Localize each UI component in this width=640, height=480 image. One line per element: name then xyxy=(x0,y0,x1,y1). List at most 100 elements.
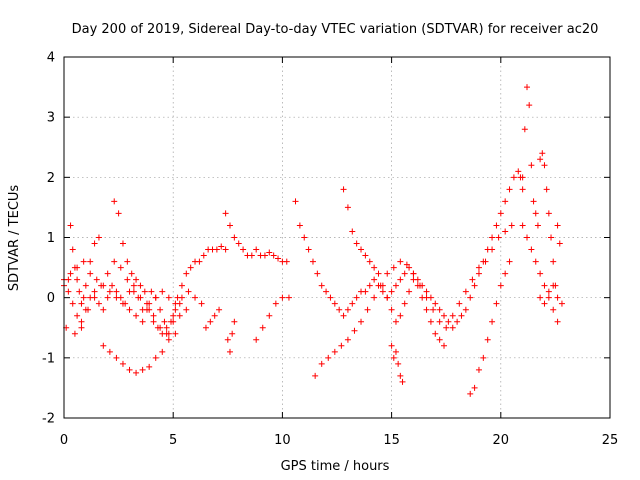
data-point xyxy=(95,300,102,307)
data-point xyxy=(419,294,426,301)
data-point xyxy=(358,318,365,325)
data-point xyxy=(196,258,203,265)
data-point xyxy=(318,360,325,367)
data-point xyxy=(292,198,299,205)
data-point xyxy=(462,306,469,313)
data-point xyxy=(539,150,546,157)
data-point xyxy=(222,246,229,253)
data-point xyxy=(344,204,351,211)
data-point xyxy=(152,354,159,361)
data-point xyxy=(301,234,308,241)
data-point xyxy=(323,288,330,295)
data-point xyxy=(340,312,347,319)
x-tick-label: 15 xyxy=(383,433,400,448)
data-point xyxy=(331,300,338,307)
data-point xyxy=(449,324,456,331)
data-point xyxy=(379,288,386,295)
data-point xyxy=(362,288,369,295)
data-point xyxy=(78,324,85,331)
data-point xyxy=(314,270,321,277)
data-point xyxy=(119,360,126,367)
data-point xyxy=(550,258,557,265)
y-tick-label: 3 xyxy=(47,111,55,126)
data-point xyxy=(403,261,410,268)
data-point xyxy=(397,276,404,283)
data-point xyxy=(545,210,552,217)
data-point xyxy=(80,294,87,301)
data-point xyxy=(449,312,456,319)
y-axis-label: SDTVAR / TECUs xyxy=(7,185,22,292)
data-point xyxy=(349,228,356,235)
data-point xyxy=(432,300,439,307)
data-point xyxy=(441,342,448,349)
data-point xyxy=(91,240,98,247)
data-point xyxy=(392,318,399,325)
data-point xyxy=(168,318,175,325)
data-point xyxy=(556,240,563,247)
data-point xyxy=(183,270,190,277)
data-point xyxy=(554,318,561,325)
data-point xyxy=(183,306,190,313)
data-point xyxy=(406,264,413,271)
data-point xyxy=(159,288,166,295)
data-point xyxy=(130,288,137,295)
data-point xyxy=(517,174,524,181)
data-point xyxy=(364,306,371,313)
data-point xyxy=(558,300,565,307)
data-point xyxy=(248,252,255,259)
data-point xyxy=(331,348,338,355)
data-point xyxy=(475,366,482,373)
data-point xyxy=(176,300,183,307)
data-point xyxy=(163,324,170,331)
data-point xyxy=(469,276,476,283)
data-point xyxy=(172,330,179,337)
data-point xyxy=(259,324,266,331)
data-point xyxy=(95,234,102,241)
x-tick-label: 10 xyxy=(274,433,291,448)
data-point xyxy=(111,258,118,265)
data-point xyxy=(154,324,161,331)
data-point xyxy=(493,222,500,229)
data-point xyxy=(366,258,373,265)
data-point xyxy=(497,282,504,289)
data-point xyxy=(76,288,83,295)
data-point xyxy=(541,300,548,307)
data-point xyxy=(526,102,533,109)
data-point xyxy=(471,384,478,391)
data-point xyxy=(65,288,72,295)
data-point xyxy=(545,288,552,295)
y-tick-label: 0 xyxy=(47,291,55,306)
data-point xyxy=(305,246,312,253)
data-point xyxy=(312,372,319,379)
data-point xyxy=(170,312,177,319)
data-point xyxy=(366,282,373,289)
data-point xyxy=(296,222,303,229)
data-point xyxy=(200,252,207,259)
data-point xyxy=(143,306,150,313)
data-point xyxy=(113,288,120,295)
data-point xyxy=(430,306,437,313)
data-point xyxy=(150,318,157,325)
data-point xyxy=(82,282,89,289)
data-point xyxy=(445,318,452,325)
data-point xyxy=(226,222,233,229)
data-point xyxy=(344,306,351,313)
data-point xyxy=(124,258,131,265)
data-point xyxy=(508,222,515,229)
data-point xyxy=(384,270,391,277)
data-point xyxy=(550,282,557,289)
data-point xyxy=(541,162,548,169)
data-point xyxy=(541,282,548,289)
data-point xyxy=(392,282,399,289)
data-point xyxy=(150,312,157,319)
data-point xyxy=(349,300,356,307)
data-point xyxy=(338,342,345,349)
data-point xyxy=(395,360,402,367)
data-point xyxy=(178,294,185,301)
data-point xyxy=(443,324,450,331)
data-point xyxy=(85,306,92,313)
data-point xyxy=(506,186,513,193)
data-point xyxy=(388,306,395,313)
data-point xyxy=(353,240,360,247)
